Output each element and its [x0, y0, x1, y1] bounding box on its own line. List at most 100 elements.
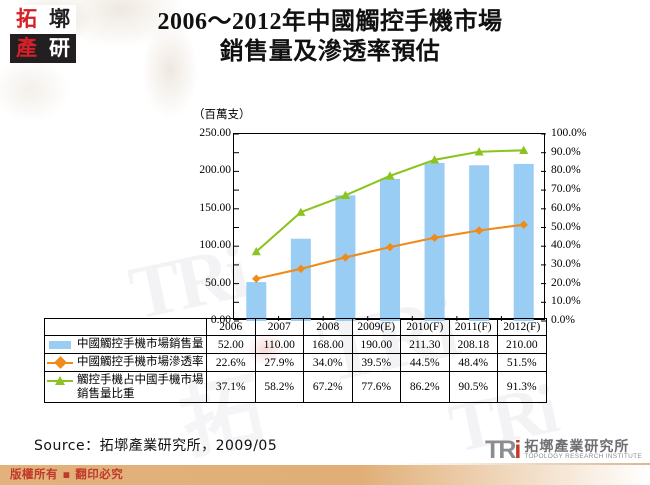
right-axis-tick: 50.0%	[551, 220, 581, 233]
data-point-2009(E)	[385, 171, 395, 180]
legend-swatch-bar-icon	[47, 338, 73, 352]
right-axis-tick: 0.0%	[551, 314, 575, 326]
cell-2011(F): 48.4%	[448, 353, 498, 372]
cell-2010(F): 44.5%	[400, 353, 450, 372]
cell-2009(E): 77.6%	[351, 371, 401, 403]
logo-char-1: 拓	[10, 5, 43, 34]
column-header-2011(F): 2011(F)	[448, 318, 498, 336]
bar-2006	[246, 282, 267, 321]
data-point-2010(F)	[429, 155, 440, 164]
page-title: 2006～2012年中國觸控手機市場 銷售量及滲透率預估	[90, 8, 570, 68]
legend-row-3: 觸控手機占中國手機市場銷售量比重	[44, 371, 207, 403]
right-axis-tick: 40.0%	[551, 239, 581, 252]
right-axis-tick: 70.0%	[551, 183, 581, 196]
legend-row-1: 中國觸控手機市場銷售量	[44, 335, 207, 354]
cell-2012(F): 51.5%	[497, 353, 547, 372]
cell-2008: 34.0%	[303, 353, 353, 372]
data-point-2006	[251, 247, 261, 256]
right-axis-tick: 100.0%	[551, 127, 587, 139]
cell-2007: 58.2%	[254, 371, 304, 403]
cell-2012(F): 210.00	[497, 335, 547, 354]
data-table: 2006 2007 2008 2009(E) 2010(F) 2011(F) 2012(F)…	[44, 318, 547, 403]
tri-wordmark: TRi	[485, 436, 521, 464]
data-point-2012(F)	[519, 145, 529, 154]
cell-2008: 67.2%	[303, 371, 353, 403]
column-header-2007: 2007	[254, 318, 304, 336]
footer-copyright: 版權所有 ▪ 翻印必究	[10, 467, 124, 481]
data-point-2008	[340, 190, 351, 200]
right-axis-tick: 30.0%	[551, 257, 581, 270]
diamond-marker-icon	[54, 356, 67, 369]
data-point-2010(F)	[430, 233, 439, 242]
plot-area	[233, 133, 546, 322]
tri-name-cn: 拓墎產業研究所	[524, 438, 630, 455]
data-point-2008	[341, 253, 350, 262]
right-axis-tick: 80.0%	[551, 164, 581, 177]
page-title-line-1: 2006～2012年中國觸控手機市場	[157, 9, 503, 35]
left-axis-ticks: 0.00 50.00 100.00 150.00 200.00 250.00	[173, 0, 231, 330]
column-header-2009(E): 2009(E)	[351, 318, 401, 336]
right-axis-tick: 60.0%	[551, 201, 581, 214]
cell-2010(F): 211.30	[400, 335, 450, 354]
legend-swatch-line-icon	[47, 374, 73, 388]
data-table-grid: 2006 2007 2008 2009(E) 2010(F) 2011(F) 2012(F)…	[44, 318, 547, 403]
legend-label: 中國觸控手機市場滲透率	[77, 354, 204, 368]
legend-label: 觸控手機占中國手機市場銷售量比重	[77, 372, 204, 400]
source-note: Source：拓墎產業研究所，2009/05	[34, 438, 278, 454]
tri-footer-logo: TRi 拓墎產業研究所 TOPOLOGY RESEARCH INSTITUTE	[485, 438, 642, 463]
data-point-2007	[296, 207, 306, 216]
cell-2006: 22.6%	[206, 353, 256, 372]
right-axis-ticks: 0.0% 10.0% 20.0% 30.0% 40.0% 50.0% 60.0% 70.0% 8…	[551, 0, 613, 330]
cell-2011(F): 208.18	[448, 335, 498, 354]
legend-row-2: 中國觸控手機市場滲透率	[44, 353, 207, 372]
footer-bar	[0, 465, 650, 485]
tri-corner-logo: 拓 墎 產 研	[10, 5, 76, 63]
table-row: 中國觸控手機市場滲透率 22.6% 27.9% 34.0% 39.5% 44.5% 48.4…	[44, 353, 547, 372]
right-axis-tick: 10.0%	[551, 295, 581, 308]
chart: （百萬支） 0.00 50.00 100.00 150.00 200.00 250.00 …	[173, 0, 613, 330]
data-point-2009(E)	[385, 242, 395, 252]
cell-2006: 52.00	[206, 335, 256, 354]
legend-label: 中國觸控手機市場銷售量	[77, 336, 204, 350]
bar-2011(F)	[469, 165, 490, 321]
left-axis-unit-label: （百萬支）	[193, 109, 251, 121]
right-axis-tick: 90.0%	[551, 145, 581, 158]
cell-2007: 27.9%	[254, 353, 304, 372]
table-corner-cell	[44, 318, 207, 336]
table-header-row: 2006 2007 2008 2009(E) 2010(F) 2011(F) 2012(F)	[44, 318, 547, 336]
logo-char-4: 研	[43, 34, 76, 63]
cell-2006: 37.1%	[206, 371, 256, 403]
plot-svg	[234, 133, 546, 322]
tri-name-en: TOPOLOGY RESEARCH INSTITUTE	[524, 453, 642, 461]
legend-swatch-line-icon	[47, 356, 73, 370]
bar-2012(F)	[513, 163, 534, 321]
triangle-marker-icon	[55, 375, 65, 385]
left-axis-tick: 100.00	[199, 239, 231, 252]
logo-char-2: 墎	[43, 5, 76, 34]
column-header-2012(F): 2012(F)	[497, 318, 547, 336]
right-axis-tick: 20.0%	[551, 276, 581, 289]
cell-2012(F): 91.3%	[497, 371, 547, 403]
column-header-2008: 2008	[303, 318, 353, 336]
tri-name-block: 拓墎產業研究所 TOPOLOGY RESEARCH INSTITUTE	[524, 440, 642, 462]
column-header-2010(F): 2010(F)	[400, 318, 450, 336]
table-row: 觸控手機占中國手機市場銷售量比重 37.1% 58.2% 67.2% 77.6% 86.2…	[44, 371, 547, 403]
cell-2011(F): 90.5%	[448, 371, 498, 403]
footer-divider	[395, 463, 650, 465]
left-axis-tick: 50.00	[205, 276, 231, 289]
cell-2008: 168.00	[303, 335, 353, 354]
column-header-2006: 2006	[206, 318, 256, 336]
bar-swatch-icon	[49, 341, 71, 349]
cell-2009(E): 190.00	[351, 335, 401, 354]
data-point-2011(F)	[474, 147, 484, 156]
page-title-line-2: 銷售量及滲透率預估	[219, 38, 441, 65]
data-point-2006	[252, 274, 261, 283]
bar-2007	[290, 238, 311, 321]
cell-2009(E): 39.5%	[351, 353, 401, 372]
cell-2010(F): 86.2%	[400, 371, 450, 403]
table-row: 中國觸控手機市場銷售量 52.00 110.00 168.00 190.00 211.30…	[44, 335, 547, 354]
left-axis-tick: 200.00	[199, 164, 231, 177]
left-axis-tick: 150.00	[199, 201, 231, 214]
cell-2007: 110.00	[254, 335, 304, 354]
